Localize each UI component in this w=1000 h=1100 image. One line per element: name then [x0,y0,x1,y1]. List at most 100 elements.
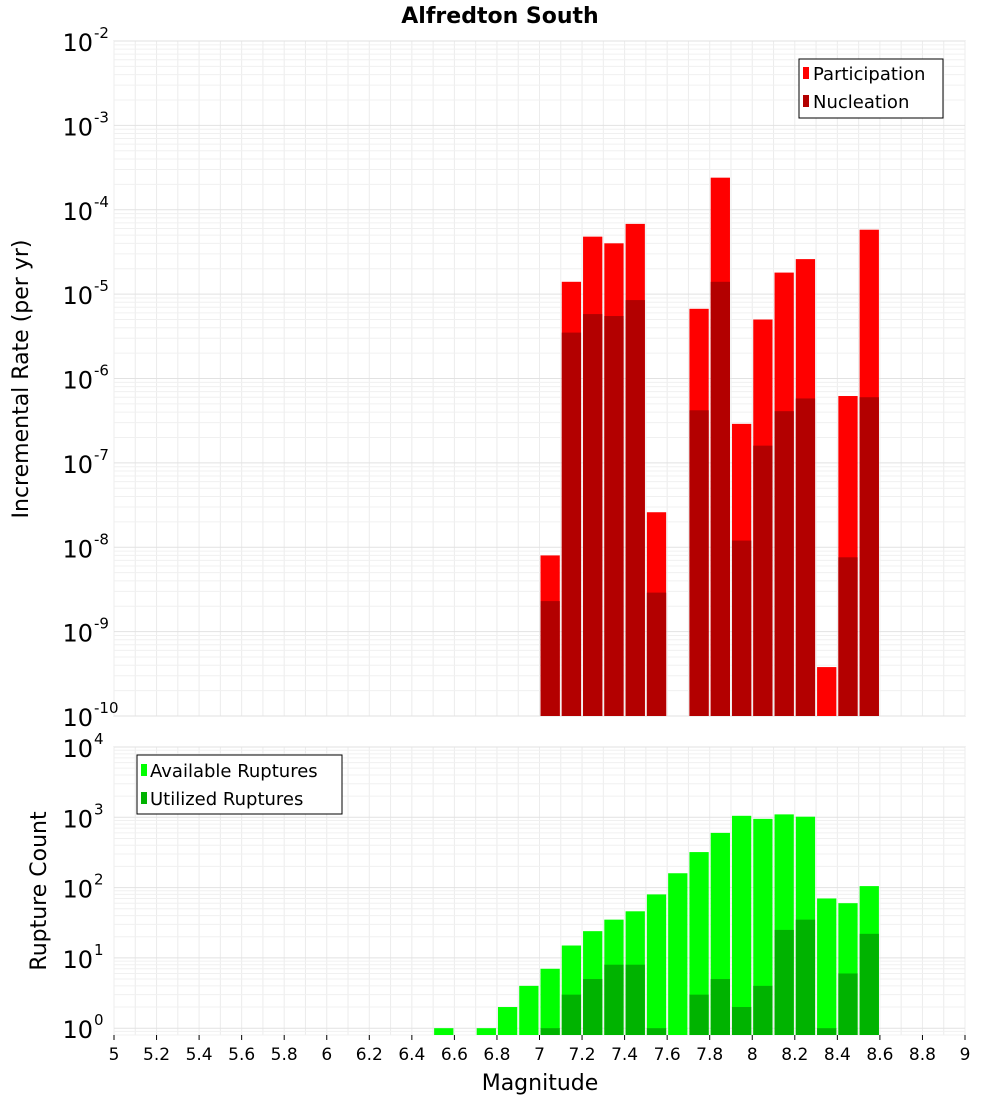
rupture-bar-available-ruptures [434,1028,454,1035]
rate-bar-nucleation [838,557,858,716]
rupture-bar-utilized-ruptures [774,929,794,1035]
rupture-bar-utilized-ruptures [710,979,730,1035]
rupture-bar-utilized-ruptures [753,985,773,1035]
rupture-bar-available-ruptures [668,873,688,1035]
rupture-y-tick: 10 2 [62,871,103,904]
rate-y-tick-exponent: -7 [94,446,109,464]
rate-y-tick-base: 10 [62,451,93,479]
rupture-y-tick: 10 3 [62,800,103,833]
x-tick-label: 5 [109,1045,120,1065]
rupture-bar-utilized-ruptures [689,994,709,1035]
rate-bar-nucleation [731,540,752,716]
x-tick-label: 8 [747,1045,758,1065]
rupture-bar-utilized-ruptures [817,1028,837,1035]
rate-y-tick-base: 10 [62,29,93,57]
rupture-bars [434,814,879,1035]
rate-bar-nucleation [540,601,560,716]
x-tick-label: 8.2 [781,1045,808,1065]
rate-y-tick-exponent: -10 [94,699,119,717]
x-tick-label: 8.8 [909,1045,936,1065]
rate-bar-nucleation [646,592,667,716]
rate-y-tick: 10 -7 [62,446,109,479]
rupture-bar-utilized-ruptures [859,933,879,1035]
x-tick-label: 5.2 [143,1045,170,1065]
x-tick-label: 5.8 [271,1045,298,1065]
legend-label-nucleation: Nucleation [813,92,909,113]
x-tick-label: 7.6 [654,1045,681,1065]
rupture-bar-utilized-ruptures [838,973,858,1035]
legend-label-participation: Participation [813,64,925,85]
rate-y-axis-label: Incremental Rate (per yr) [9,240,34,519]
rate-y-tick-base: 10 [62,113,93,141]
x-tick-label: 7.8 [696,1045,723,1065]
rupture-bar-utilized-ruptures [561,994,582,1035]
chart-title: Alfredton South [401,4,598,29]
rupture-y-tick-exponent: 4 [94,730,104,748]
rupture-y-tick-base: 10 [62,876,93,904]
rate-bar-nucleation [774,411,794,716]
rate-y-tick-base: 10 [62,282,93,310]
rate-y-tick-base: 10 [62,704,93,732]
rate-y-tick-exponent: -6 [94,362,109,380]
rupture-bar-utilized-ruptures [625,964,645,1035]
rupture-y-tick-exponent: 1 [94,941,104,959]
rate-bar-nucleation [604,316,624,716]
x-tick-label: 7.2 [569,1045,596,1065]
rupture-legend-box [136,754,343,815]
rate-y-tick: 10 -5 [62,277,109,310]
rate-y-tick-exponent: -5 [94,277,109,295]
x-axis-label: Magnitude [482,1071,599,1096]
x-tick-label: 7 [534,1045,545,1065]
rate-y-tick-exponent: -9 [94,615,109,633]
rate-y-tick: 10 -8 [62,530,109,563]
rupture-bar-available-ruptures [540,968,560,1035]
legend-swatch-nucleation [803,95,809,107]
rupture-y-tick-exponent: 0 [94,1011,104,1029]
rate-y-tick: 10 -3 [62,108,109,141]
x-tick-label: 6 [321,1045,332,1065]
rupture-bar-available-ruptures [689,852,709,1035]
rate-bar-nucleation [859,397,879,716]
x-tick-label: 6.8 [483,1045,510,1065]
rate-legend: Participation Nucleation [798,58,944,119]
rupture-bar-utilized-ruptures [795,919,816,1035]
rupture-y-axis-label: Rupture Count [27,811,52,971]
rate-bar-nucleation [710,281,730,716]
rate-y-tick-base: 10 [62,535,93,563]
rupture-bar-utilized-ruptures [731,1007,752,1035]
legend-label-available: Available Ruptures [150,761,318,782]
rate-bar-nucleation [625,300,645,716]
rate-bars [540,177,879,717]
rupture-bar-utilized-ruptures [583,979,603,1035]
rate-y-tick-exponent: -3 [94,108,109,126]
rate-legend-box [798,58,944,119]
rupture-bar-utilized-ruptures [540,1028,560,1035]
rate-y-tick: 10 -6 [62,362,109,395]
x-tick-label: 5.4 [186,1045,213,1065]
rupture-bar-available-ruptures [817,898,837,1035]
rate-bar-nucleation [561,332,582,716]
rupture-bar-available-ruptures [519,985,539,1035]
rate-y-tick: 10 -9 [62,615,109,648]
x-tick-label: 7.4 [611,1045,638,1065]
rupture-bar-available-ruptures [646,894,667,1035]
x-tick-label: 8.6 [866,1045,893,1065]
rupture-y-tick-base: 10 [62,805,93,833]
rupture-bar-utilized-ruptures [604,964,624,1035]
rupture-y-tick-exponent: 3 [94,800,104,818]
rupture-legend: Available Ruptures Utilized Ruptures [136,754,343,815]
x-tick-label: 8.4 [824,1045,851,1065]
rupture-y-tick: 10 4 [62,730,103,763]
rate-y-tick-exponent: -4 [94,193,109,211]
rate-y-tick: 10 -10 [62,699,118,732]
legend-swatch-participation [803,67,809,79]
rupture-bar-available-ruptures [497,1007,518,1035]
rupture-y-tick-base: 10 [62,735,93,763]
rupture-y-tick-exponent: 2 [94,871,104,889]
rupture-x-ticks: 5 5.2 5.4 5.6 5.8 6 6.2 6.4 6.6 6.8 7 7.2 7.4 7.6 7.8 8… [109,1035,970,1065]
rate-bar-participation [817,667,837,716]
x-tick-label: 6.6 [441,1045,468,1065]
